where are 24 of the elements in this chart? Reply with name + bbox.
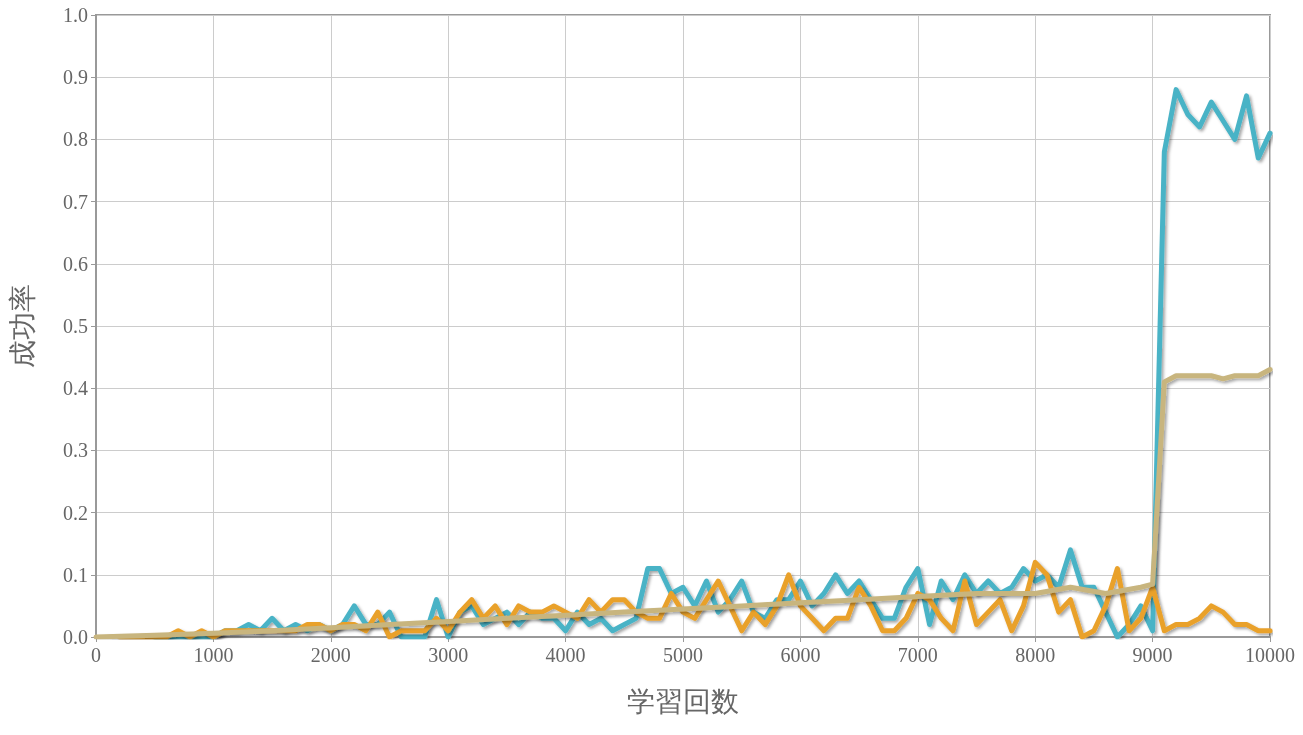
x-tick-label: 5000 [663, 644, 703, 666]
y-tick-label: 0.7 [63, 190, 88, 213]
x-tick-label: 0 [91, 644, 101, 666]
y-tick-label: 0.9 [63, 66, 88, 89]
y-tick-label: 1.0 [63, 4, 88, 26]
x-tick-label: 10000 [1245, 644, 1295, 666]
y-tick-label: 0.6 [63, 252, 88, 275]
y-tick-label: 0.2 [63, 501, 88, 524]
y-tick-label: 0.8 [63, 128, 88, 151]
y-tick-label: 0.0 [63, 626, 88, 648]
y-tick-label: 0.1 [63, 563, 88, 586]
x-tick-label: 4000 [545, 644, 586, 666]
y-tick-label: 0.5 [63, 315, 88, 337]
x-tick-label: 2000 [310, 644, 351, 666]
y-tick-label: 0.4 [63, 377, 88, 400]
x-tick-label: 7000 [897, 644, 938, 666]
x-tick-label: 6000 [780, 644, 821, 666]
x-axis-title: 学習回数 [627, 685, 739, 717]
x-tick-label: 8000 [1015, 644, 1056, 666]
x-tick-label: 3000 [428, 644, 469, 666]
y-tick-label: 0.3 [63, 439, 88, 462]
x-tick-label: 1000 [193, 644, 234, 666]
x-tick-label: 9000 [1132, 644, 1173, 666]
y-axis-title: 成功率 [6, 284, 38, 368]
